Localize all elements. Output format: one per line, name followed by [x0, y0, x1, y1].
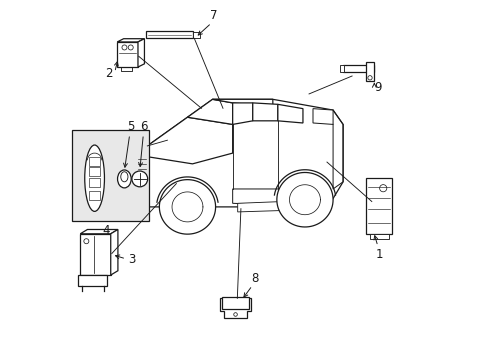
Polygon shape	[80, 234, 110, 275]
Polygon shape	[147, 117, 232, 164]
Polygon shape	[78, 275, 107, 286]
Bar	[72, 130, 148, 221]
Ellipse shape	[84, 145, 104, 211]
Text: 3: 3	[128, 253, 135, 266]
Circle shape	[128, 45, 133, 50]
Ellipse shape	[121, 172, 128, 182]
Circle shape	[132, 171, 147, 187]
Text: 2: 2	[105, 67, 112, 80]
Polygon shape	[312, 109, 332, 125]
Bar	[145, 31, 192, 39]
Bar	[89, 191, 100, 200]
Polygon shape	[220, 298, 250, 318]
Circle shape	[83, 239, 89, 244]
Polygon shape	[117, 39, 144, 42]
Polygon shape	[232, 189, 327, 207]
Polygon shape	[277, 104, 303, 123]
Bar	[192, 32, 199, 38]
Bar	[339, 65, 343, 72]
Text: 7: 7	[210, 9, 217, 22]
Ellipse shape	[117, 170, 131, 188]
Polygon shape	[137, 99, 343, 207]
Bar	[89, 157, 100, 166]
Bar	[89, 178, 100, 187]
Polygon shape	[110, 229, 118, 275]
Polygon shape	[117, 42, 138, 67]
Polygon shape	[232, 103, 252, 125]
Polygon shape	[138, 39, 144, 67]
Circle shape	[233, 313, 237, 316]
Circle shape	[122, 45, 127, 50]
Bar	[366, 62, 373, 81]
Text: 9: 9	[373, 81, 381, 94]
Circle shape	[367, 76, 371, 80]
Text: 4: 4	[102, 224, 110, 237]
Polygon shape	[237, 200, 327, 212]
Bar	[89, 167, 100, 176]
Bar	[369, 234, 388, 239]
Polygon shape	[159, 180, 215, 234]
Polygon shape	[252, 103, 277, 121]
Polygon shape	[276, 172, 332, 227]
Circle shape	[379, 185, 386, 192]
Text: 1: 1	[375, 248, 383, 261]
Polygon shape	[137, 157, 147, 171]
Polygon shape	[80, 229, 118, 234]
Bar	[366, 178, 391, 234]
Text: 8: 8	[250, 272, 258, 285]
Polygon shape	[187, 99, 232, 125]
Text: 5: 5	[127, 120, 134, 134]
Bar	[222, 297, 249, 309]
Polygon shape	[212, 99, 272, 107]
Text: 6: 6	[140, 120, 147, 134]
Bar	[343, 64, 373, 72]
